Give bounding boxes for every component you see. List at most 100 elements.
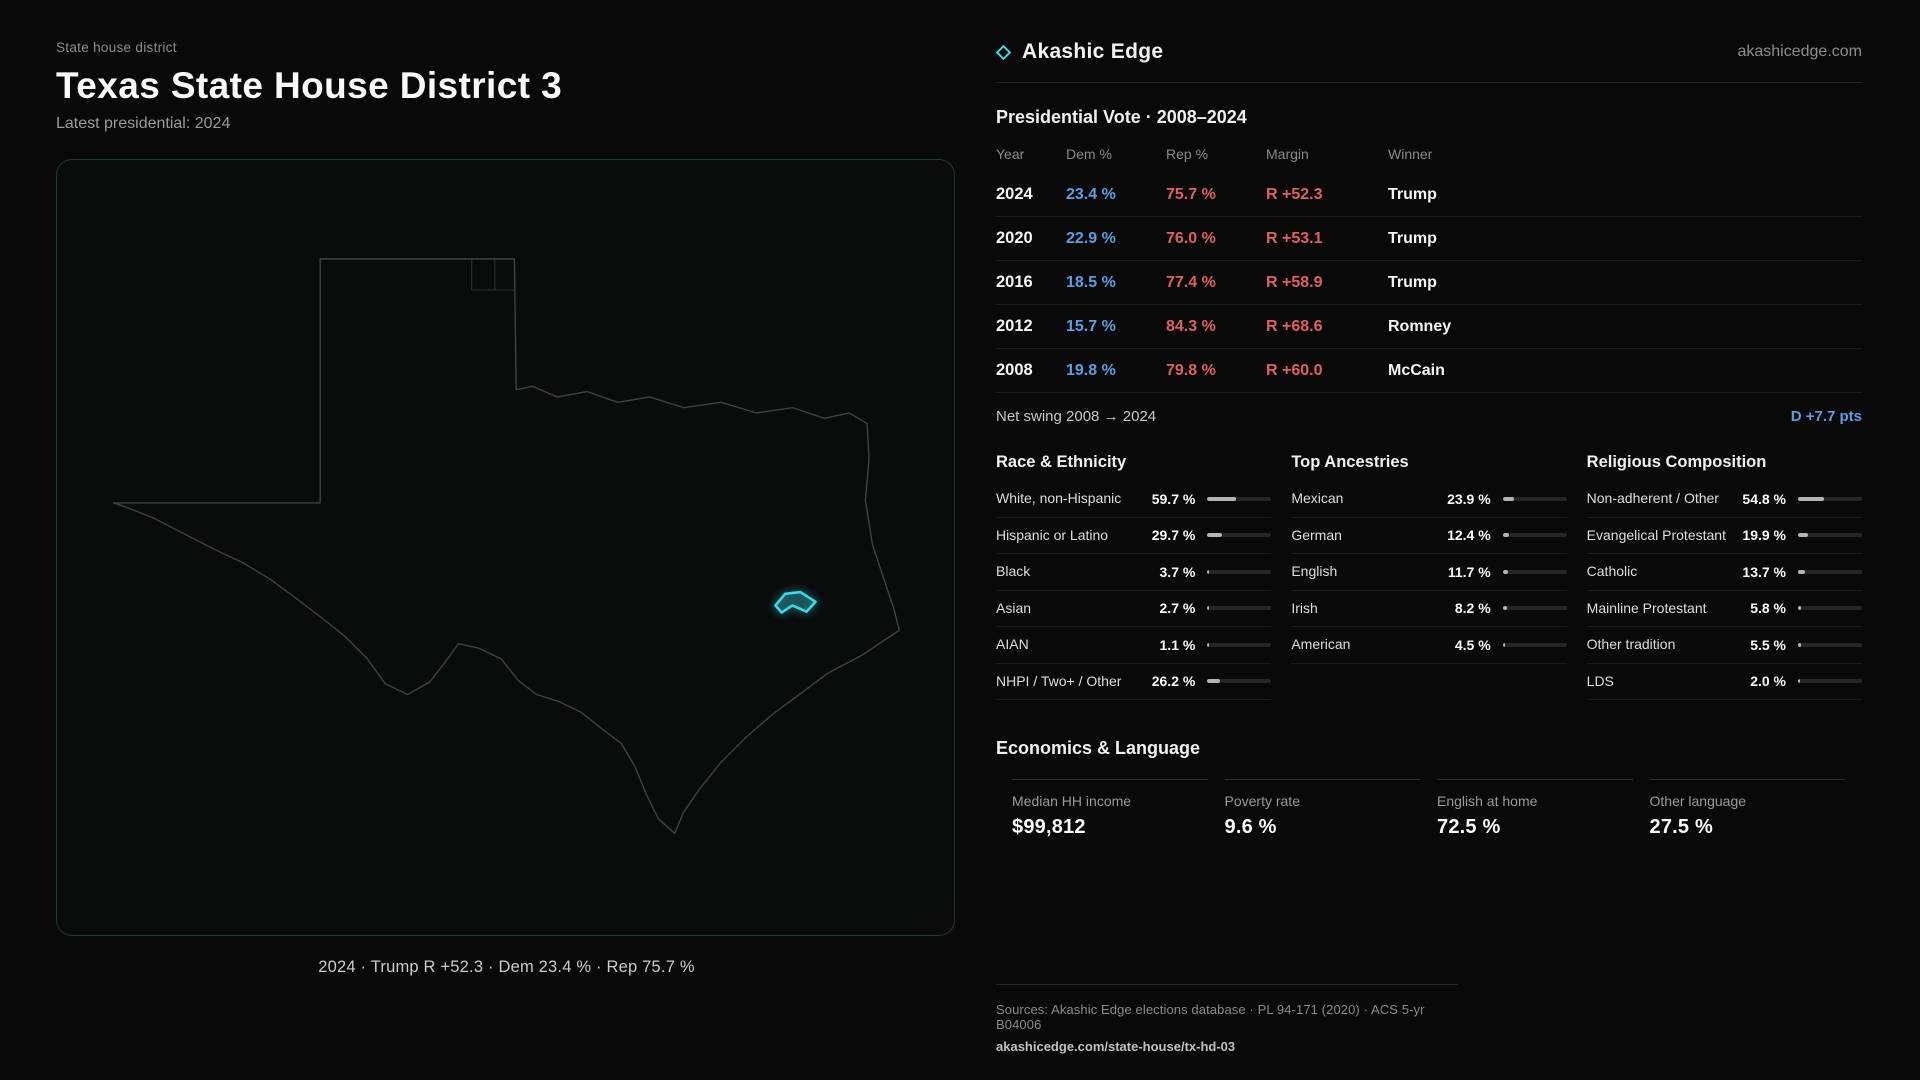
latest-presidential-label: Latest presidential: 2024 — [56, 115, 231, 132]
list-item: Hispanic or Latino 29.7 % — [996, 518, 1272, 554]
rep-cell: 75.7 % — [1166, 185, 1216, 203]
bar-fill — [1207, 642, 1210, 647]
col-year: Year — [996, 146, 1025, 162]
table-row: 2012 15.7 % 84.3 % R +68.6 Romney — [996, 305, 1862, 349]
dem-cell: 19.8 % — [1066, 361, 1116, 379]
list-item: Asian 2.7 % — [996, 591, 1272, 627]
dem-cell: 23.4 % — [1066, 185, 1116, 203]
footer: Sources: Akashic Edge elections database… — [996, 984, 1458, 1056]
net-swing-value: D +7.7 pts — [1790, 408, 1862, 425]
texas-map-svg — [57, 160, 954, 935]
district-shape — [775, 592, 815, 612]
stat-median-hh-income: Median HH income $99,812 — [1012, 779, 1208, 839]
list-item: Irish 8.2 % — [1291, 591, 1567, 627]
bar-fill — [1798, 679, 1800, 684]
rep-cell: 79.8 % — [1166, 361, 1216, 379]
bar-fill — [1798, 533, 1808, 538]
net-swing-row: Net swing 2008 → 2024 D +7.7 pts — [996, 393, 1862, 425]
bar-track — [1207, 496, 1272, 501]
bar-track — [1502, 569, 1567, 574]
list-item: Evangelical Protestant 19.9 % — [1586, 518, 1862, 554]
bar-track — [1798, 642, 1862, 647]
list-item: Mexican 23.9 % — [1291, 481, 1567, 518]
bar-track — [1502, 642, 1567, 647]
bar-track — [1798, 679, 1862, 684]
rep-cell: 76.0 % — [1166, 229, 1216, 247]
dem-cell: 15.7 % — [1066, 317, 1116, 335]
bar-fill — [1798, 642, 1801, 647]
bar-track — [1207, 569, 1272, 574]
page-title: Texas State House District 3 — [56, 65, 563, 106]
permalink[interactable]: akashicedge.com/state-house/tx-hd-03 — [996, 1039, 1236, 1054]
brand-domain-link[interactable]: akashicedge.com — [1737, 43, 1862, 60]
stat-english-at-home: English at home 72.5 % — [1437, 779, 1633, 839]
col-margin: Margin — [1266, 146, 1309, 162]
brand-header: Akashic Edge akashicedge.com — [995, 40, 1862, 83]
bar-fill — [1502, 569, 1509, 574]
winner-cell: Romney — [1388, 317, 1452, 335]
list-item: German 12.4 % — [1291, 518, 1567, 554]
margin-cell: R +53.1 — [1266, 229, 1323, 247]
margin-cell: R +68.6 — [1266, 317, 1323, 335]
bar-fill — [1798, 606, 1801, 611]
list-item: American 4.5 % — [1291, 627, 1567, 664]
list-item: Catholic 13.7 % — [1586, 554, 1862, 591]
year-cell: 2024 — [996, 185, 1033, 203]
col-winner: Winner — [1388, 146, 1433, 162]
rep-cell: 77.4 % — [1166, 273, 1216, 291]
year-cell: 2008 — [996, 361, 1033, 379]
year-cell: 2016 — [996, 273, 1033, 291]
winner-cell: Trump — [1388, 273, 1437, 291]
texas-outline — [114, 259, 900, 834]
list-item: AIAN 1.1 % — [996, 627, 1272, 664]
bar-fill — [1502, 533, 1509, 538]
bar-fill — [1207, 496, 1236, 501]
bar-fill — [1207, 679, 1220, 684]
list-item: LDS 2.0 % — [1586, 664, 1862, 700]
winner-cell: Trump — [1388, 185, 1437, 203]
bar-fill — [1207, 606, 1210, 611]
diamond-outline-icon — [995, 44, 1012, 60]
dem-cell: 18.5 % — [1066, 273, 1116, 291]
bar-fill — [1798, 496, 1825, 501]
dem-cell: 22.9 % — [1066, 229, 1116, 247]
ancestries-section: Top Ancestries Mexican 23.9 % German 12.… — [1291, 453, 1567, 700]
eyebrow-label: State house district — [56, 40, 177, 55]
list-item: White, non-Hispanic 59.7 % — [996, 481, 1272, 518]
year-cell: 2012 — [996, 317, 1033, 335]
bar-track — [1798, 496, 1862, 501]
vote-section-title: Presidential Vote · 2008–2024 — [996, 107, 1247, 127]
year-cell: 2020 — [996, 229, 1033, 247]
race-title: Race & Ethnicity — [996, 453, 1127, 471]
internal-boundary-lines — [472, 260, 517, 290]
bar-fill — [1502, 496, 1515, 501]
stat-poverty-rate: Poverty rate 9.6 % — [1224, 779, 1420, 839]
winner-cell: Trump — [1388, 229, 1437, 247]
map-caption: 2024 · Trump R +52.3 · Dem 23.4 % · Rep … — [318, 958, 695, 976]
list-item: NHPI / Two+ / Other 26.2 % — [996, 664, 1272, 700]
stats-panel: Akashic Edge akashicedge.com Presidentia… — [995, 40, 1862, 1054]
religion-title: Religious Composition — [1586, 453, 1767, 471]
winner-cell: McCain — [1388, 361, 1445, 379]
brand-name: Akashic Edge — [1022, 40, 1164, 63]
list-item: Non-adherent / Other 54.8 % — [1586, 481, 1862, 518]
demographics-grid: Race & Ethnicity White, non-Hispanic 59.… — [996, 453, 1862, 700]
margin-cell: R +58.9 — [1266, 273, 1323, 291]
bar-fill — [1502, 642, 1505, 647]
bar-track — [1207, 606, 1272, 611]
table-row: 2016 18.5 % 77.4 % R +58.9 Trump — [996, 261, 1862, 305]
bar-fill — [1502, 606, 1507, 611]
race-ethnicity-section: Race & Ethnicity White, non-Hispanic 59.… — [996, 453, 1272, 700]
bar-track — [1502, 496, 1567, 501]
table-row: 2024 23.4 % 75.7 % R +52.3 Trump — [996, 173, 1862, 217]
list-item: English 11.7 % — [1291, 554, 1567, 591]
bar-fill — [1207, 533, 1222, 538]
bar-track — [1207, 679, 1272, 684]
economics-section-title: Economics & Language — [996, 738, 1201, 758]
ancestries-title: Top Ancestries — [1291, 453, 1409, 471]
net-swing-label: Net swing 2008 → 2024 — [996, 408, 1157, 425]
district-locator-map — [56, 159, 955, 936]
stat-other-language: Other language 27.5 % — [1649, 779, 1845, 839]
bar-fill — [1207, 569, 1210, 574]
